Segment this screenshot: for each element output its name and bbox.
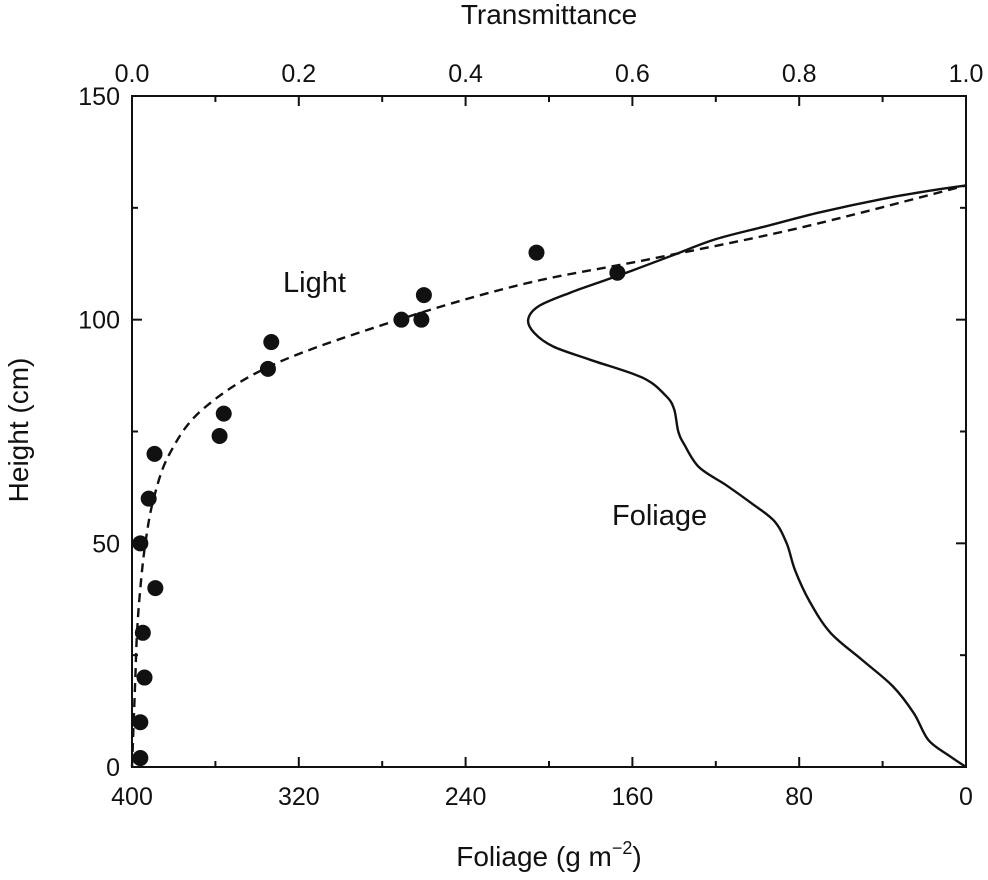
- top-tick-label: 1.0: [949, 60, 984, 88]
- foliage-profile-curve: [526, 184, 967, 768]
- light-dashed-curve: [130, 184, 967, 768]
- data-point: [211, 427, 228, 444]
- data-point: [140, 490, 157, 507]
- foliage-annotation: Foliage: [612, 500, 707, 532]
- data-point: [415, 287, 432, 304]
- data-point: [263, 334, 280, 351]
- bottom-axis-title-superscript: −2: [612, 838, 633, 858]
- data-point: [147, 580, 164, 597]
- data-point: [413, 311, 430, 328]
- data-point: [215, 405, 232, 422]
- bottom-tick-label: 400: [111, 783, 153, 811]
- bottom-tick-label: 0: [959, 783, 973, 811]
- light-data-points: [132, 244, 626, 767]
- bottom-axis-title-main: Foliage (g m: [456, 841, 612, 872]
- left-tick-label: 50: [92, 530, 120, 558]
- top-tick-label: 0.8: [782, 60, 817, 88]
- bottom-axis-title: Foliage (g m−2): [456, 838, 641, 872]
- left-axis-title: Height (cm): [3, 358, 34, 503]
- data-point: [146, 445, 163, 462]
- left-tick-labels: 0 50 100 150: [78, 83, 120, 782]
- bottom-tick-labels: 400 320 240 160 80 0: [111, 783, 973, 811]
- top-tick-label: 0.0: [115, 60, 150, 88]
- data-point: [259, 360, 276, 377]
- data-point: [132, 714, 149, 731]
- data-point: [136, 669, 153, 686]
- data-point: [609, 264, 626, 281]
- top-tick-label: 0.6: [615, 60, 650, 88]
- data-point: [528, 244, 545, 261]
- bottom-axis-title-suffix: ): [632, 841, 641, 872]
- left-tick-label: 100: [78, 307, 120, 335]
- data-point: [132, 750, 149, 767]
- left-tick-label: 0: [106, 754, 120, 782]
- bottom-tick-label: 240: [445, 783, 487, 811]
- tick-marks: [131, 95, 967, 768]
- light-annotation: Light: [283, 267, 346, 299]
- top-tick-label: 0.2: [281, 60, 316, 88]
- data-point: [134, 624, 151, 641]
- top-tick-labels: 0.0 0.2 0.4 0.6 0.8 1.0: [115, 60, 984, 88]
- top-axis-title: Transmittance: [461, 0, 637, 30]
- bottom-tick-label: 80: [785, 783, 813, 811]
- top-tick-label: 0.4: [448, 60, 483, 88]
- left-tick-label: 150: [78, 83, 120, 111]
- data-point: [393, 311, 410, 328]
- plot-frame: [131, 95, 967, 768]
- bottom-tick-label: 320: [278, 783, 320, 811]
- data-point: [132, 535, 149, 552]
- bottom-tick-label: 160: [612, 783, 654, 811]
